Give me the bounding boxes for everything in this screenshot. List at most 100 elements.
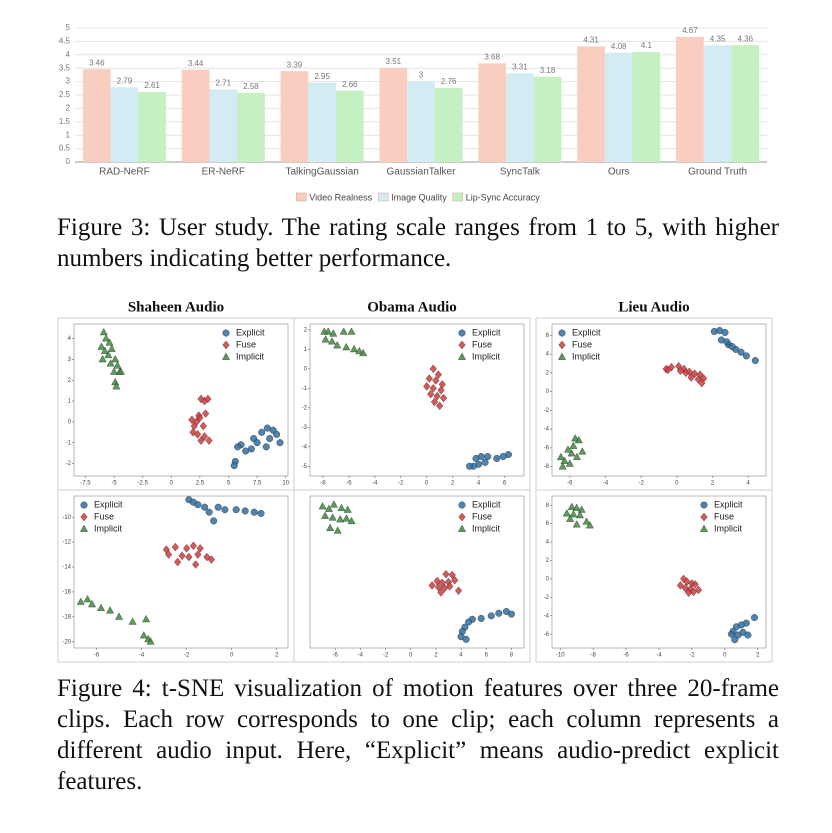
- x-tick-label: -6: [346, 481, 352, 487]
- legend-marker: [458, 512, 466, 522]
- legend-label: Explicit: [472, 499, 501, 509]
- point: [429, 364, 437, 374]
- legend-marker: [80, 501, 88, 509]
- point: [276, 439, 284, 447]
- point: [205, 508, 213, 516]
- point: [232, 506, 240, 514]
- point: [100, 346, 109, 354]
- y-tick-label: 2: [546, 558, 550, 564]
- point: [556, 452, 565, 461]
- point: [329, 329, 338, 337]
- value-label: 2.76: [441, 77, 457, 86]
- point: [342, 343, 351, 351]
- point: [113, 361, 122, 369]
- value-label: 3.31: [512, 62, 528, 71]
- point: [189, 541, 197, 551]
- y-tick-label: 1: [68, 399, 72, 405]
- y-tick-label: 0: [66, 157, 71, 166]
- legend-marker: [558, 340, 566, 350]
- point: [328, 337, 337, 345]
- value-label: 2.58: [243, 82, 259, 91]
- point: [337, 503, 346, 511]
- x-tick-label: -6: [333, 653, 339, 659]
- point: [241, 507, 249, 515]
- legend-marker: [80, 524, 88, 532]
- point: [687, 373, 695, 382]
- y-tick-label: 4.5: [59, 37, 71, 46]
- y-tick-label: 4: [66, 50, 71, 59]
- point: [98, 355, 107, 363]
- panel-frame: [535, 489, 773, 663]
- bar: [478, 63, 507, 162]
- legend-marker: [458, 340, 466, 350]
- legend-label: Video Realness: [309, 192, 372, 202]
- point: [676, 366, 684, 376]
- point: [106, 359, 115, 367]
- point: [685, 588, 693, 597]
- legend-label: Fuse: [472, 511, 492, 521]
- point: [339, 327, 348, 335]
- legend: Video Realness Image Quality Lip-Sync Accu…: [296, 192, 540, 202]
- value-label: 2.79: [117, 76, 133, 85]
- x-tick-label: RAD-NeRF: [99, 167, 150, 178]
- plot-area: [551, 323, 767, 477]
- value-label: 4.36: [737, 34, 753, 43]
- point: [430, 397, 439, 407]
- y-tick-label: -2: [66, 461, 72, 467]
- point: [437, 385, 445, 395]
- point: [343, 505, 352, 513]
- point: [566, 514, 575, 522]
- point: [104, 350, 113, 359]
- x-tick-label: 2.5: [196, 481, 205, 487]
- bar: [181, 69, 210, 162]
- value-label: 3.39: [287, 60, 303, 69]
- legend-label: Implicit: [472, 351, 501, 361]
- point: [572, 520, 581, 528]
- point: [683, 577, 691, 586]
- point: [165, 550, 173, 559]
- legend-label: Lip-Sync Accuracy: [466, 192, 541, 202]
- point: [324, 504, 333, 512]
- legend-label: Fuse: [472, 339, 492, 349]
- point: [750, 614, 758, 622]
- x-tick-label: -6: [94, 653, 100, 659]
- panel-title: Obama Audio: [367, 299, 457, 315]
- y-tick-label: -10: [62, 515, 71, 521]
- plot-area: [73, 323, 289, 477]
- y-tick-label: -14: [62, 565, 71, 571]
- value-label: 2.71: [215, 78, 231, 87]
- x-tick-label: -6: [623, 653, 629, 659]
- y-tick-label: 2: [546, 370, 550, 376]
- point: [437, 588, 445, 597]
- legend-label: Explicit: [94, 499, 123, 509]
- value-label: 4.67: [682, 26, 698, 35]
- point: [194, 430, 202, 439]
- bar: [280, 71, 309, 162]
- y-tick-label: -4: [302, 444, 308, 450]
- x-tick-label: 2: [434, 653, 438, 659]
- x-tick-label: 2: [756, 653, 760, 659]
- y-tick-label: -1: [66, 440, 72, 446]
- point: [493, 454, 501, 462]
- point: [97, 342, 106, 350]
- legend-label: Image Quality: [391, 192, 447, 202]
- point: [472, 454, 480, 462]
- point: [171, 542, 179, 552]
- legend-label: Fuse: [714, 511, 734, 521]
- bar: [506, 73, 534, 162]
- point: [197, 394, 205, 404]
- point: [487, 612, 495, 620]
- point: [558, 462, 567, 470]
- panel-title: Shaheen Audio: [128, 299, 224, 315]
- x-tick-label: -2: [184, 653, 190, 659]
- y-tick-label: -8: [544, 464, 550, 470]
- point: [112, 382, 121, 390]
- bar: [604, 52, 633, 162]
- bar: [335, 90, 364, 162]
- point: [347, 327, 356, 335]
- bar: [209, 89, 238, 162]
- x-tick-label: -2: [383, 653, 389, 659]
- plot-area: [73, 495, 289, 649]
- value-label: 3.44: [188, 59, 204, 68]
